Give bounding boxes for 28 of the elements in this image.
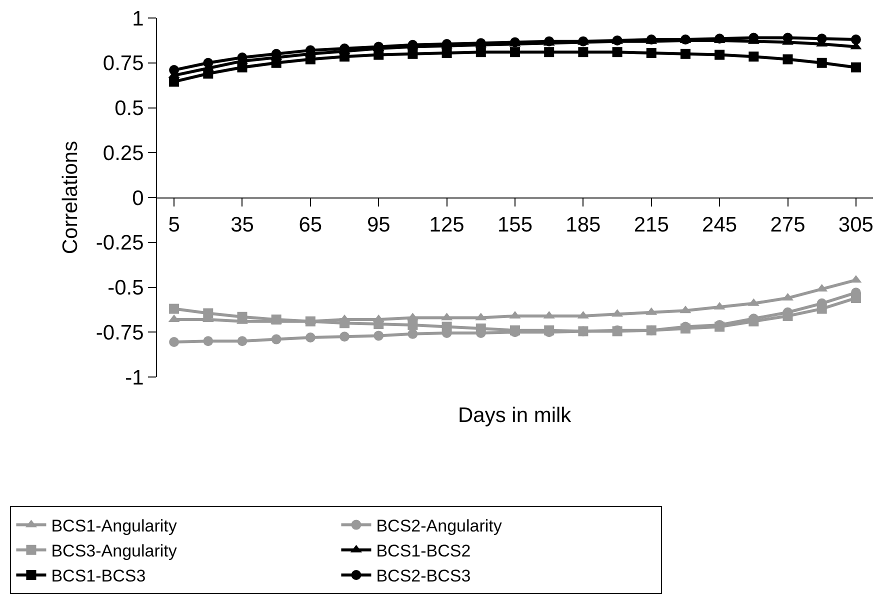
x-tick-label: 95 bbox=[366, 214, 390, 237]
x-tick-label: 185 bbox=[566, 214, 601, 237]
y-tick-label: -0.5 bbox=[108, 276, 144, 300]
x-tick-label: 305 bbox=[838, 214, 874, 237]
y-axis-title: Correlations bbox=[59, 140, 82, 254]
x-tick-label: 35 bbox=[230, 214, 254, 237]
x-tick-label: 215 bbox=[634, 214, 669, 237]
x-axis-title: Days in milk bbox=[458, 404, 572, 427]
x-tick-label: 5 bbox=[168, 214, 180, 237]
legend-label: BCS2-BCS3 bbox=[376, 566, 471, 586]
legend-label: BCS1-Angularity bbox=[51, 516, 178, 536]
legend-label: BCS1-BCS2 bbox=[376, 542, 471, 561]
legend-label: BCS1-BCS3 bbox=[51, 566, 146, 586]
y-tick-label: -0.75 bbox=[96, 321, 144, 344]
y-tick-label: -1 bbox=[125, 366, 144, 390]
x-tick-label: 245 bbox=[702, 214, 738, 237]
legend-label: BCS3-Angularity bbox=[51, 542, 178, 561]
y-tick-label: 0.5 bbox=[114, 97, 144, 120]
x-tick-label: 65 bbox=[298, 214, 322, 237]
y-tick-label: 0 bbox=[132, 186, 144, 210]
legend-label: BCS2-Angularity bbox=[376, 516, 502, 536]
y-tick-label: 0.75 bbox=[102, 52, 144, 76]
y-tick-label: 1 bbox=[132, 7, 144, 30]
x-tick-label: 275 bbox=[770, 214, 806, 237]
x-tick-label: 125 bbox=[429, 214, 464, 237]
x-tick-label: 155 bbox=[497, 214, 533, 237]
y-tick-label: -0.25 bbox=[96, 232, 144, 255]
y-tick-label: 0.25 bbox=[102, 142, 144, 165]
